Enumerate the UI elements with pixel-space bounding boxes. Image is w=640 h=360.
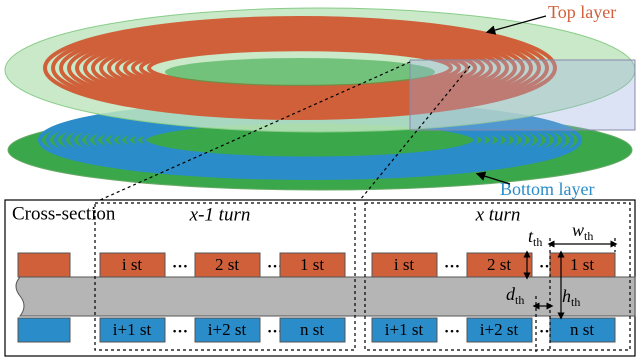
turn-label: x-1 turn [189,204,251,225]
subscript: th [571,295,580,309]
conductor-label: i st [394,255,415,274]
cross-section-title: Cross-section [12,203,116,224]
conductor-label: 1 st [300,255,324,274]
top-layer-label: Top layer [548,2,616,22]
turn-label: x turn [475,204,521,225]
subscript: th [584,229,593,243]
conductor [18,318,70,342]
conductor-label: i+2 st [480,320,519,339]
center-hole [165,58,435,86]
conductor [18,253,70,277]
symbol: h [562,286,571,306]
ellipsis: … [172,255,188,272]
bottom-layer-label: Bottom layer [500,179,594,199]
symbol: w [572,220,584,240]
ellipsis: … [444,255,460,272]
subscript: th [515,293,524,307]
conductor-label: i+1 st [113,320,152,339]
conductor-label: 2 st [215,255,239,274]
section-plane [410,60,635,130]
subscript: th [533,235,542,249]
conductor-label: i+1 st [385,320,424,339]
ellipsis: … [172,320,188,337]
conductor-label: 2 st [487,255,511,274]
conductor-label: n st [300,320,324,339]
substrate [16,277,635,316]
ellipsis: … [444,320,460,337]
diagram: Top layer Bottom layer Cross-section x-1… [0,0,640,360]
conductor-label: i st [122,255,143,274]
conductor-label: 1 st [570,255,594,274]
conductor-label: i+2 st [208,320,247,339]
conductor-label: n st [570,320,594,339]
coil-illustration [5,8,635,190]
